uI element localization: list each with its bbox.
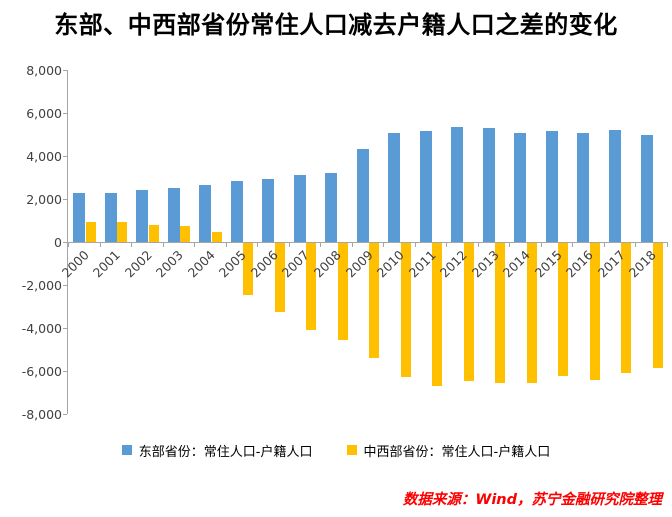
bar-central-western-2010 [400, 243, 411, 378]
bar-eastern-2014 [514, 133, 527, 242]
y-tick [63, 414, 67, 415]
y-axis-tick-label: -6,000 [21, 364, 62, 379]
legend-swatch-central-western [346, 445, 357, 455]
bar-central-western-2002 [148, 225, 159, 242]
bar-eastern-2001 [104, 192, 117, 242]
x-tick [572, 242, 573, 247]
bar-eastern-2007 [293, 175, 306, 242]
bar-eastern-2013 [482, 128, 495, 242]
bar-central-western-2013 [495, 243, 506, 383]
y-tick [63, 70, 67, 71]
bar-central-western-2008 [337, 243, 348, 340]
x-axis-tick-label: 2004 [184, 247, 218, 281]
bar-central-western-2001 [117, 221, 127, 242]
source-note: 数据来源：Wind，苏宁金融研究院整理 [402, 492, 662, 508]
bar-eastern-2017 [608, 130, 621, 242]
bar-central-western-2011 [432, 243, 443, 386]
bar-central-western-2012 [463, 243, 474, 381]
y-axis-tick-label: 6,000 [26, 106, 62, 121]
bar-eastern-2018 [640, 134, 653, 242]
bar-eastern-2011 [419, 131, 432, 242]
y-axis-tick-label: 4,000 [26, 149, 62, 164]
bar-central-western-2017 [621, 243, 632, 374]
bar-central-western-2005 [243, 243, 254, 295]
bar-central-western-2014 [526, 243, 537, 383]
bar-central-western-2018 [653, 243, 663, 368]
x-axis-tick-label: 2002 [121, 247, 155, 281]
x-tick [415, 242, 416, 247]
x-tick [100, 242, 101, 247]
x-tick [257, 242, 258, 247]
x-axis-tick-label: 2001 [90, 247, 124, 281]
y-axis-tick-label: -8,000 [21, 407, 62, 422]
bar-eastern-2015 [545, 131, 558, 242]
x-tick [667, 242, 668, 247]
x-tick [320, 242, 321, 247]
x-tick [604, 242, 605, 247]
y-tick [63, 371, 67, 372]
bar-eastern-2004 [199, 185, 212, 242]
bar-eastern-2000 [73, 192, 85, 242]
bar-eastern-2010 [388, 133, 401, 242]
x-tick [131, 242, 132, 247]
y-axis-tick-label: 2,000 [26, 192, 62, 207]
x-tick [194, 242, 195, 247]
x-tick [68, 242, 69, 247]
bar-eastern-2016 [577, 133, 590, 242]
x-tick [289, 242, 290, 247]
y-tick [63, 113, 67, 114]
chart-title: 东部、中西部省份常住人口减去户籍人口之差的变化 [54, 11, 618, 39]
bar-eastern-2003 [167, 188, 180, 242]
y-axis-tick-label: 0 [54, 235, 62, 250]
bar-central-western-2004 [211, 231, 222, 242]
bar-eastern-2012 [451, 127, 464, 242]
legend-label-central-western: 中西部省份：常住人口-户籍人口 [363, 444, 551, 460]
x-tick [478, 242, 479, 247]
x-tick [226, 242, 227, 247]
bar-eastern-2002 [136, 190, 149, 242]
y-axis-line [67, 70, 68, 414]
x-tick [163, 242, 164, 247]
x-tick [509, 242, 510, 247]
legend-swatch-eastern [121, 445, 132, 455]
x-tick [541, 242, 542, 247]
x-tick [635, 242, 636, 247]
x-tick [383, 242, 384, 247]
y-tick [63, 156, 67, 157]
x-axis-tick-label: 2000 [58, 247, 92, 281]
bar-central-western-2015 [558, 243, 569, 377]
x-axis-tick-label: 2003 [153, 247, 187, 281]
legend: 东部省份：常住人口-户籍人口 中西部省份：常住人口-户籍人口 [0, 440, 672, 460]
y-tick [63, 242, 67, 243]
y-tick [63, 328, 67, 329]
bar-central-western-2006 [274, 243, 285, 312]
x-axis-line [68, 242, 667, 243]
legend-item-central-western: 中西部省份：常住人口-户籍人口 [346, 441, 551, 460]
y-tick [63, 199, 67, 200]
x-tick [352, 242, 353, 247]
legend-label-eastern: 东部省份：常住人口-户籍人口 [138, 444, 313, 460]
bar-central-western-2009 [369, 243, 380, 358]
bar-central-western-2003 [180, 226, 191, 242]
bar-eastern-2005 [230, 180, 243, 242]
bar-central-western-2016 [589, 243, 600, 380]
bar-eastern-2009 [356, 148, 369, 242]
y-axis-tick-label: -4,000 [21, 321, 62, 336]
y-axis-tick-label: 8,000 [26, 63, 62, 78]
bar-eastern-2008 [325, 173, 338, 242]
bar-eastern-2006 [262, 178, 275, 242]
y-tick [63, 285, 67, 286]
bar-central-western-2007 [306, 243, 317, 331]
legend-item-eastern: 东部省份：常住人口-户籍人口 [121, 441, 313, 460]
bar-central-western-2000 [85, 221, 96, 242]
x-tick [446, 242, 447, 247]
y-axis-tick-label: -2,000 [21, 278, 62, 293]
